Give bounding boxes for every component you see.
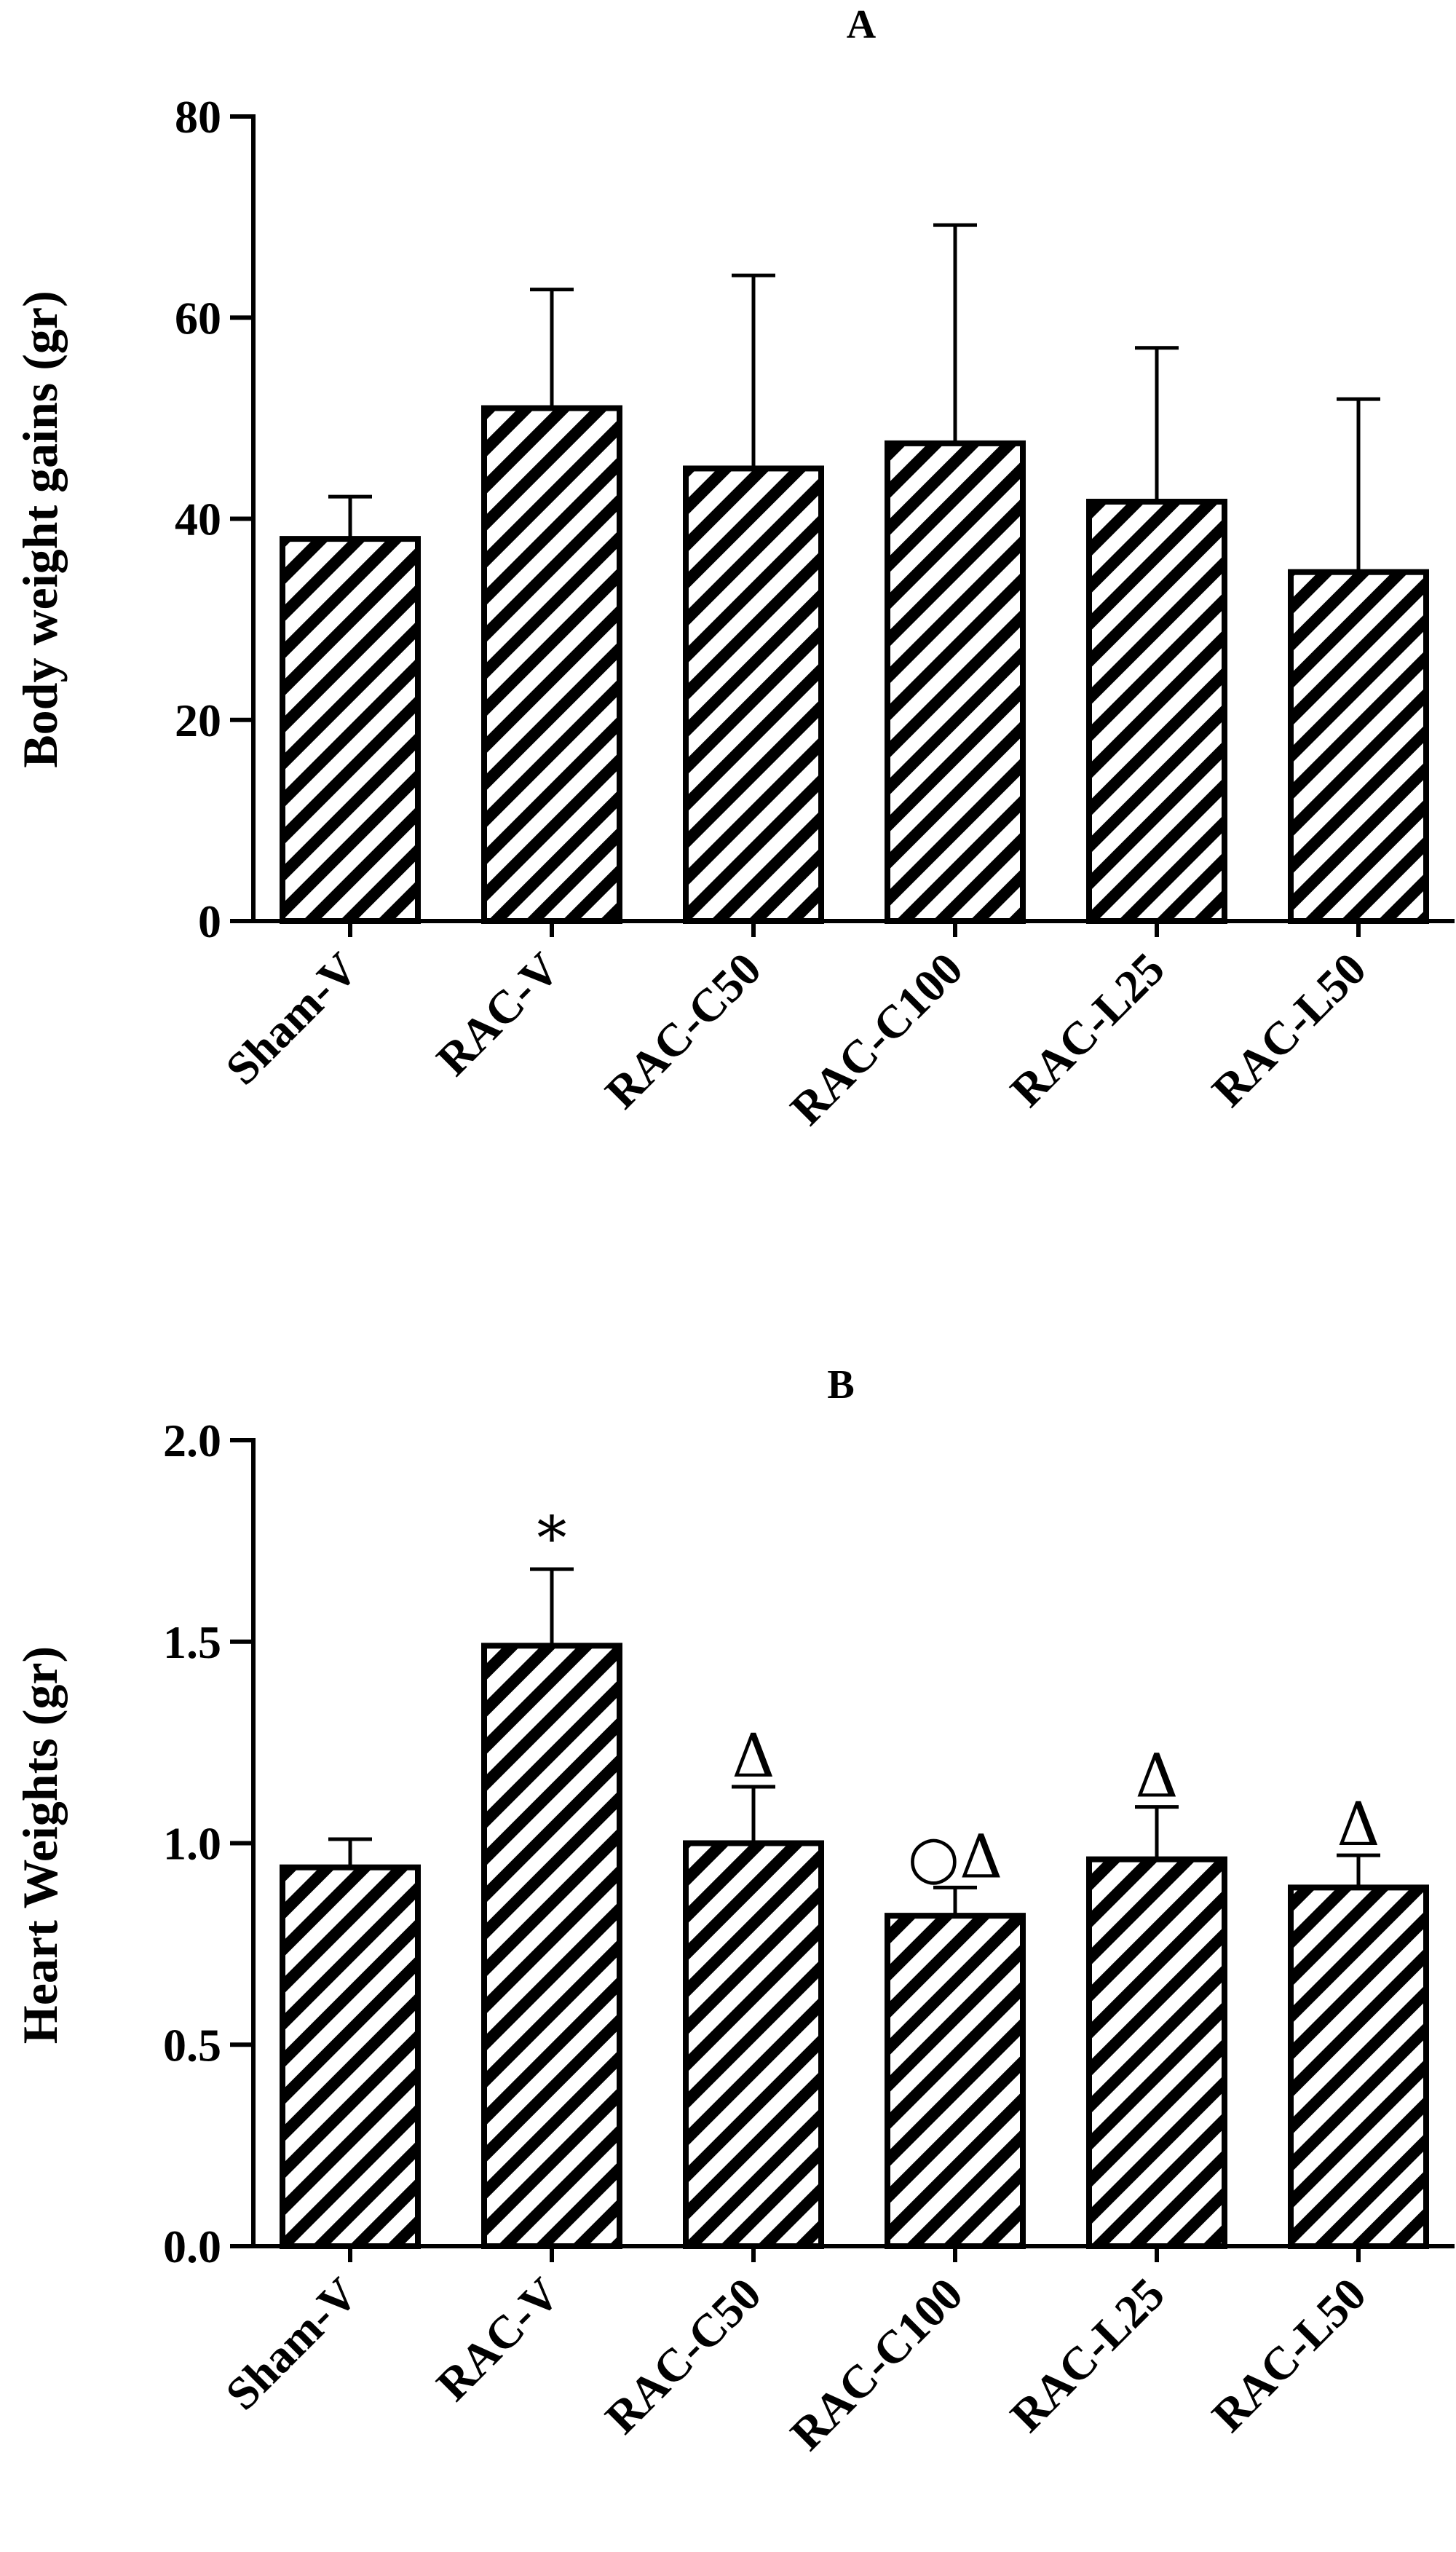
chart-a-bars	[280, 405, 1429, 924]
x-tick-label: RAC-C50	[596, 2268, 771, 2444]
chart-a-y-axis-label: Body weight gains (gr)	[12, 291, 68, 767]
error-bar	[328, 1837, 372, 1868]
bar	[1086, 1856, 1227, 2249]
x-tick-label: RAC-C50	[596, 943, 771, 1118]
x-tick-label: RAC-L50	[1202, 943, 1376, 1117]
bar	[683, 1840, 824, 2249]
bar	[280, 1864, 421, 2249]
y-tick-label: 2.0	[163, 1415, 221, 1466]
bar	[1288, 569, 1429, 924]
error-bar	[732, 1785, 775, 1844]
chart-a: A Body weight gains (gr) 0 20 40 60 80 Sham-…	[12, 2, 1455, 1135]
x-tick-label: RAC-L25	[1000, 2268, 1174, 2442]
error-bar	[1337, 397, 1380, 572]
error-bar	[933, 223, 977, 443]
x-tick-label: RAC-C100	[780, 2268, 973, 2460]
y-tick-label: 20	[175, 695, 221, 746]
error-bar	[1135, 1805, 1179, 1860]
error-bar	[1337, 1853, 1380, 1888]
error-bar	[530, 1567, 574, 1646]
y-tick-label: 60	[175, 292, 221, 344]
bar-annotation: Δ	[1135, 1742, 1178, 1812]
chart-b-y-tick-labels: 0.0 0.5 1.0 1.5 2.0	[163, 1415, 221, 2272]
y-tick-label: 0.5	[163, 2019, 221, 2071]
bar-annotation: *	[537, 1504, 567, 1573]
y-tick-label: 80	[175, 91, 221, 143]
x-tick-label: RAC-V	[427, 2268, 569, 2411]
bar-annotation: Δ	[1337, 1790, 1380, 1860]
chart-b-annotations: * Δ ○Δ Δ Δ	[537, 1504, 1380, 1892]
y-tick-label: 0	[198, 896, 221, 947]
chart-b-title: B	[827, 1362, 854, 1407]
error-bar	[732, 273, 775, 469]
chart-b-axes	[230, 1438, 1455, 2262]
error-bar	[328, 494, 372, 540]
bar	[885, 1913, 1026, 2249]
y-tick-label: 40	[175, 494, 221, 545]
y-tick-label: 1.0	[163, 1818, 221, 1870]
chart-a-x-tick-labels: Sham-V RAC-V RAC-C50 RAC-C100 RAC-L25 RAC-L50	[215, 943, 1376, 1135]
chart-b-y-axis-label: Heart Weights (gr)	[12, 1646, 68, 2044]
error-bar	[1135, 346, 1179, 502]
bar-annotation: ○Δ	[908, 1822, 1003, 1892]
chart-b: B Heart Weights (gr) * Δ ○Δ Δ Δ 0.0 0.5 1.0 1.5…	[12, 1362, 1455, 2460]
y-tick-label: 0.0	[163, 2221, 221, 2272]
bar-annotation: Δ	[732, 1722, 775, 1791]
chart-a-title: A	[847, 2, 877, 47]
error-bar	[530, 288, 574, 408]
chart-b-error-bars	[328, 1567, 1380, 1916]
x-tick-label: RAC-L25	[1000, 943, 1174, 1117]
x-tick-label: Sham-V	[215, 2268, 368, 2420]
error-bar	[933, 1885, 977, 1916]
x-tick-label: RAC-C100	[780, 943, 973, 1135]
chart-a-error-bars	[328, 223, 1380, 572]
chart-b-x-tick-labels: Sham-V RAC-V RAC-C50 RAC-C100 RAC-L25 RAC-L50	[215, 2268, 1376, 2460]
chart-b-bars	[280, 1643, 1429, 2249]
chart-a-y-tick-labels: 0 20 40 60 80	[175, 91, 221, 947]
bar	[1086, 499, 1227, 924]
x-tick-label: RAC-L50	[1202, 2268, 1376, 2442]
bar	[481, 405, 622, 924]
bar	[885, 440, 1026, 924]
chart-a-axes	[230, 114, 1455, 937]
x-tick-label: RAC-V	[427, 943, 569, 1086]
bar	[683, 465, 824, 924]
bar	[280, 536, 421, 924]
y-tick-label: 1.5	[163, 1616, 221, 1668]
bar	[1288, 1884, 1429, 2249]
bar	[481, 1643, 622, 2249]
x-tick-label: Sham-V	[215, 943, 368, 1095]
